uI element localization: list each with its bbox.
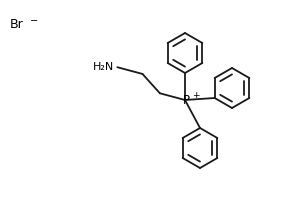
Text: P: P <box>183 95 189 107</box>
Text: H₂N: H₂N <box>93 62 114 72</box>
Text: −: − <box>30 16 38 26</box>
Text: Br: Br <box>10 19 24 32</box>
Text: +: + <box>192 90 199 100</box>
